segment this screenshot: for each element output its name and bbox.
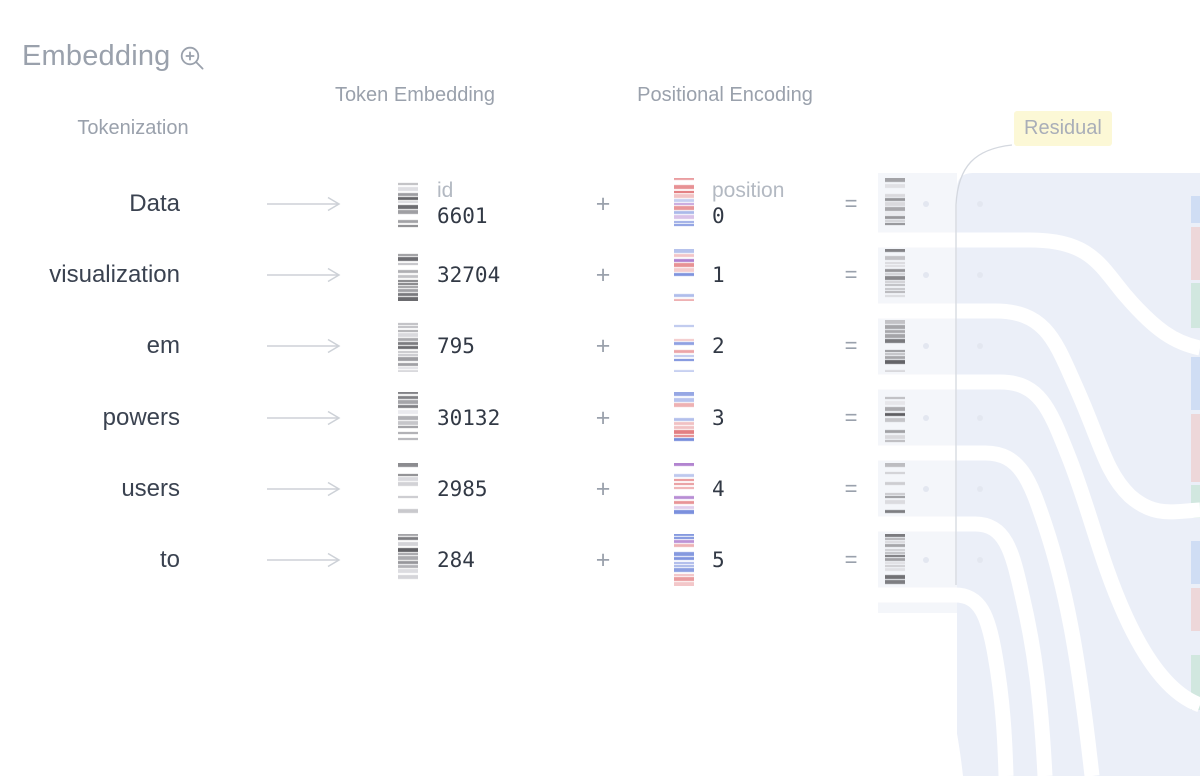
plus-operator: + [595, 475, 611, 503]
positional-encoding-vector[interactable] [674, 534, 694, 586]
token-embedding-vector[interactable] [398, 178, 418, 230]
equals-operator: = [844, 405, 858, 430]
token-label[interactable]: to [159, 546, 180, 573]
positional-encoding-vector[interactable] [674, 463, 694, 515]
next-layer-edge-strip [1191, 196, 1200, 710]
position-label: position [712, 179, 785, 202]
column-header-positional-encoding: Positional Encoding [637, 84, 813, 106]
token-id: id 6601 [437, 178, 607, 230]
token-row: users 2985 + 4 = [0, 463, 960, 515]
residual-leader-line [955, 144, 1013, 585]
position-number: 4 [712, 477, 725, 501]
column-header-tokenization: Tokenization [77, 117, 189, 139]
plus-operator: + [595, 190, 611, 218]
arrow-icon [267, 338, 341, 354]
section-title-text: Embedding [22, 40, 171, 72]
token-id: 2985 [437, 477, 488, 501]
token-id: 795 [437, 334, 475, 358]
token-row: Data id 6601 + position 0 = [0, 178, 960, 230]
sum-embedding-vector[interactable] [885, 249, 905, 301]
sum-embedding-vector[interactable] [885, 392, 905, 444]
sum-embedding-vector[interactable] [885, 463, 905, 515]
token-id: 284 [437, 548, 475, 572]
arrow-icon [267, 481, 341, 497]
token-embedding-vector[interactable] [398, 249, 418, 301]
arrow-icon [267, 196, 341, 212]
equals-operator: = [844, 262, 858, 287]
position-number: 1 [712, 263, 725, 287]
token-label[interactable]: Data [129, 190, 180, 217]
page-title: Embedding [22, 40, 206, 73]
token-id: 30132 [437, 406, 501, 430]
token-embedding-vector[interactable] [398, 463, 418, 515]
magnifier-plus-icon[interactable] [179, 45, 206, 72]
token-row: powers 30132 + 3 = [0, 392, 960, 444]
column-header-token-embedding: Token Embedding [334, 84, 496, 106]
token-embedding-vector[interactable] [398, 392, 418, 444]
plus-operator: + [595, 404, 611, 432]
token-label[interactable]: users [121, 475, 180, 502]
arrow-icon [267, 267, 341, 283]
column-header-residual: Residual [1014, 111, 1112, 146]
row-marker-dots [923, 201, 983, 563]
token-id: 32704 [437, 263, 501, 287]
positional-encoding-vector[interactable] [674, 392, 694, 444]
position-number: 2 [712, 334, 725, 358]
token-row: visualization 32704 + 1 = [0, 249, 960, 301]
position-number: 5 [712, 548, 725, 572]
position-number: position 0 [712, 178, 842, 230]
token-row: to 284 + 5 = [0, 534, 960, 586]
arrow-icon [267, 552, 341, 568]
plus-operator: + [595, 261, 611, 289]
sum-embedding-vector[interactable] [885, 178, 905, 230]
token-row: em 795 + 2 = [0, 320, 960, 372]
plus-operator: + [595, 332, 611, 360]
equals-operator: = [844, 191, 858, 216]
position-number: 3 [712, 406, 725, 430]
token-label[interactable]: powers [102, 404, 180, 431]
residual-ribbons [878, 232, 1200, 776]
sum-embedding-vector[interactable] [885, 534, 905, 586]
token-label[interactable]: visualization [49, 261, 180, 288]
token-embedding-vector[interactable] [398, 534, 418, 586]
ribbon-merge-area [878, 615, 963, 776]
positional-encoding-vector[interactable] [674, 178, 694, 230]
arrow-icon [267, 410, 341, 426]
equals-operator: = [844, 333, 858, 358]
token-label[interactable]: em [146, 332, 180, 359]
positional-encoding-vector[interactable] [674, 249, 694, 301]
token-embedding-vector[interactable] [398, 320, 418, 372]
plus-operator: + [595, 546, 611, 574]
sum-embedding-vector[interactable] [885, 320, 905, 372]
equals-operator: = [844, 547, 858, 572]
equals-operator: = [844, 476, 858, 501]
positional-encoding-vector[interactable] [674, 320, 694, 372]
id-label: id [437, 179, 454, 202]
